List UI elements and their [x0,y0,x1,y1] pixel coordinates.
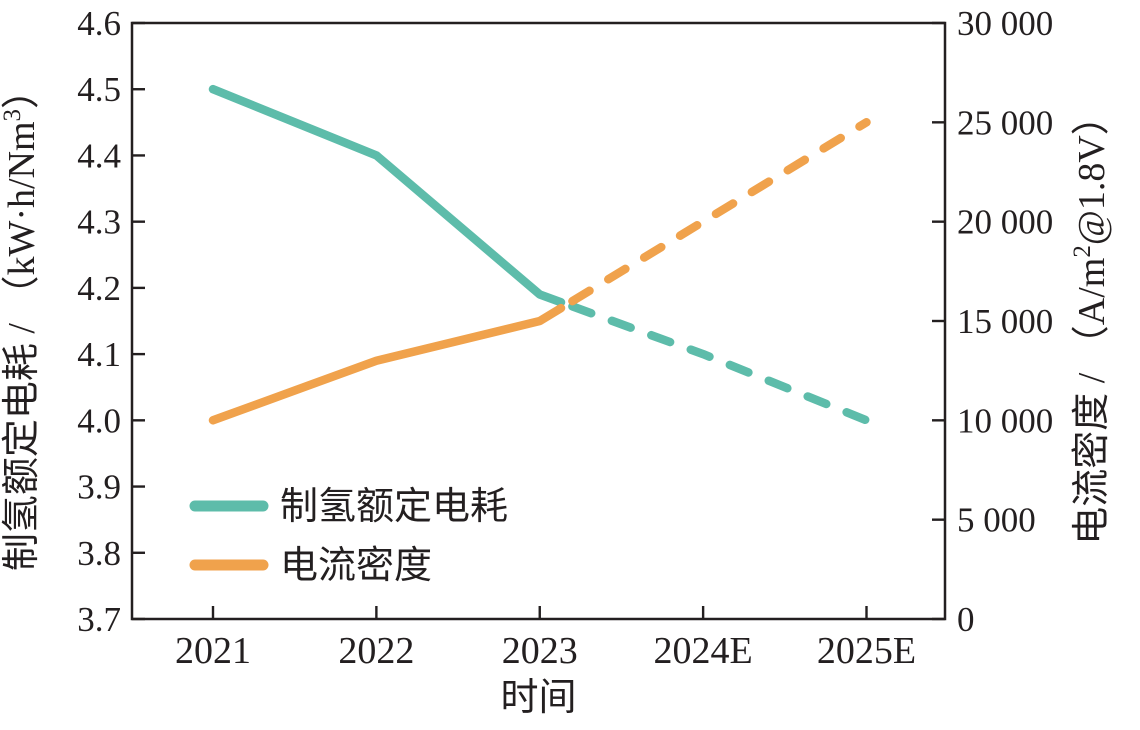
left-axis-tick-label: 3.9 [77,468,121,507]
left-axis-tick-label: 4.2 [77,269,121,308]
right-axis-tick-label: 30 000 [957,4,1053,43]
rated-power-consumption-line-dashed-forecast [568,302,871,425]
right-axis-tick-label: 25 000 [957,103,1053,142]
x-axis-title: 时间 [500,677,576,719]
right-axis-tick-label: 10 000 [957,401,1053,440]
left-axis-tick-label: 4.5 [77,70,121,109]
left-axis-tick-label: 3.7 [77,600,121,639]
left-axis-tick-label: 3.8 [77,534,121,573]
right-axis-tick-label: 15 000 [957,302,1053,341]
left-axis-tick-label: 4.6 [77,4,121,43]
left-axis-tick-label: 4.1 [77,335,121,374]
legend-label-current-density: 电流密度 [280,545,432,587]
right-axis-tick-label: 0 [957,600,975,639]
x-axis-tick-label: 2025E [817,630,916,672]
rated-power-consumption-line-solid [208,84,566,307]
x-axis-tick-label: 2024E [654,630,753,672]
legend-label-rated-power-consumption: 制氢额定电耗 [280,486,508,528]
right-axis-tick-label: 20 000 [957,203,1053,242]
current-density-line-solid [208,303,566,425]
right-axis-title: 电流密度 / （A/m2@1.8V） [1069,97,1113,545]
current-density-line-dashed-forecast [568,118,871,306]
left-axis-title: 制氢额定电耗 / （kW·h/Nm3） [0,71,43,571]
right-axis-tick-label: 5 000 [957,501,1036,540]
x-axis-tick-label: 2022 [338,630,414,672]
left-axis-tick-label: 4.0 [77,401,121,440]
left-axis-tick-label: 4.3 [77,203,121,242]
left-axis-tick-label: 4.4 [77,136,121,175]
x-axis-tick-label: 2023 [502,630,578,672]
x-axis-tick-label: 2021 [175,630,251,672]
